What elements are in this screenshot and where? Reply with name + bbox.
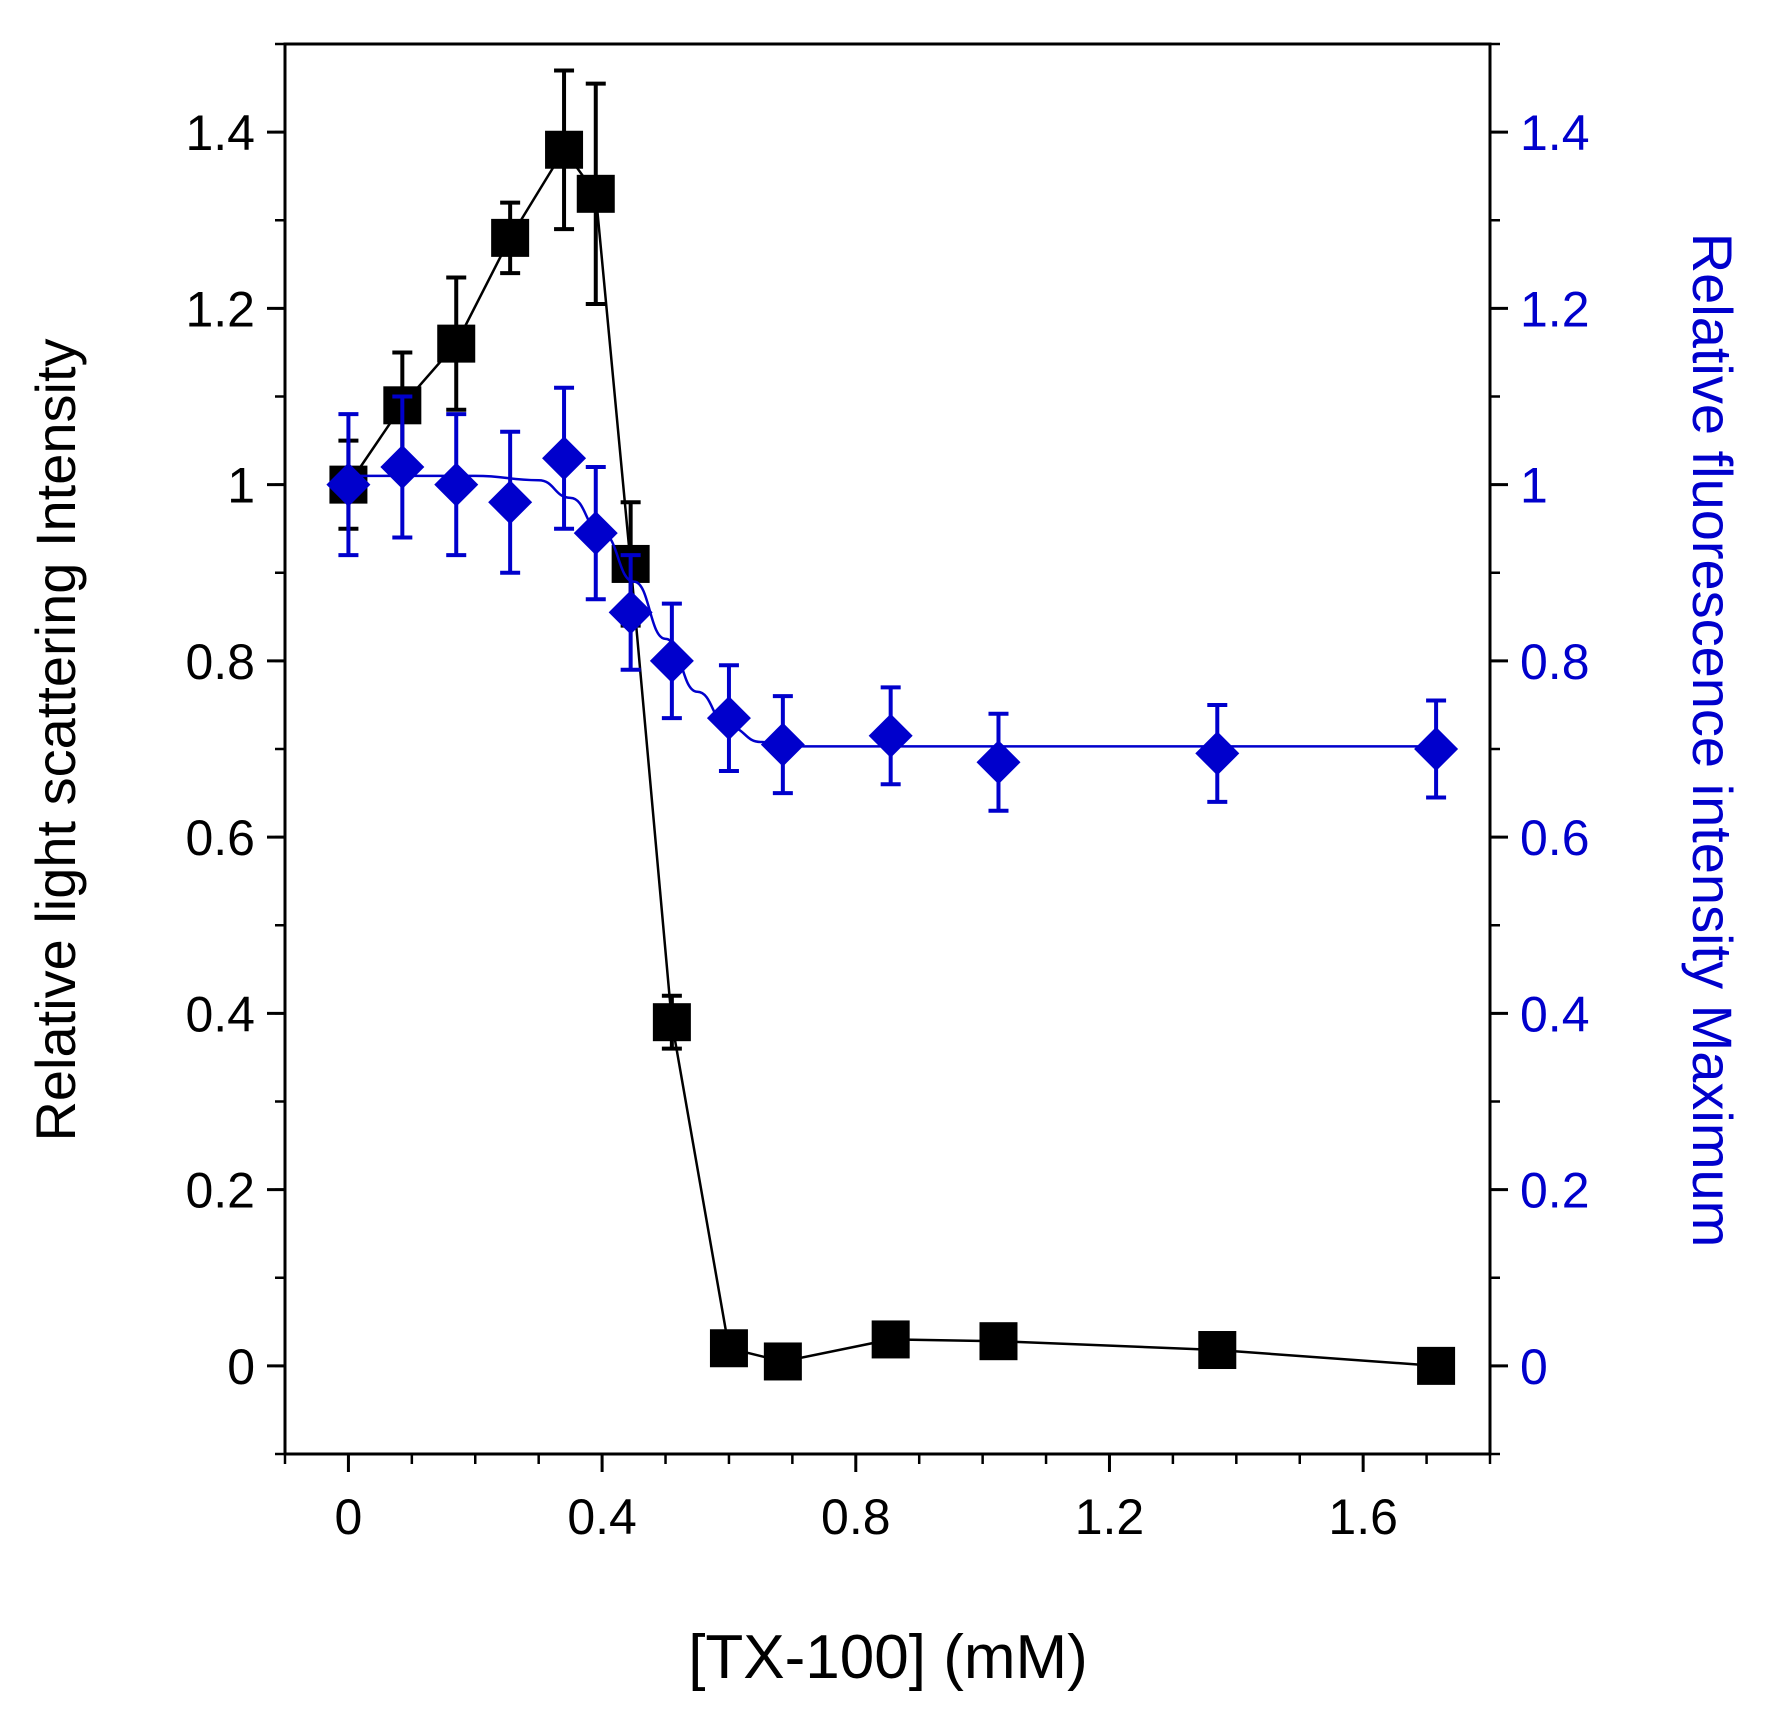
y-left-tick-label: 0.8 xyxy=(185,634,255,690)
fluorescence-point xyxy=(573,511,618,556)
scattering-point xyxy=(709,1329,748,1368)
y-right-tick-label: 0.4 xyxy=(1520,986,1590,1042)
scattering-point xyxy=(437,324,476,363)
scattering-point xyxy=(871,1320,910,1359)
x-tick-label: 0.8 xyxy=(821,1489,891,1545)
scattering-point xyxy=(763,1342,802,1381)
y-right-tick-label: 0.8 xyxy=(1520,634,1590,690)
y-left-tick-label: 1.2 xyxy=(185,281,255,337)
fluorescence-point xyxy=(542,436,587,481)
y-axis-title-left: Relative light scattering Intensity xyxy=(24,338,87,1141)
y-right-tick-label: 0.6 xyxy=(1520,810,1590,866)
fluorescence-point xyxy=(760,722,805,767)
scattering-point xyxy=(576,174,615,213)
y-left-tick-label: 0.2 xyxy=(185,1163,255,1219)
y-left-tick-label: 1 xyxy=(227,458,255,514)
y-right-tick-label: 0 xyxy=(1520,1339,1548,1395)
fluorescence-point xyxy=(1414,727,1459,771)
x-tick-label: 1.6 xyxy=(1328,1489,1398,1545)
y-left-tick-label: 0.6 xyxy=(185,810,255,866)
fluorescence-point xyxy=(649,638,694,683)
x-tick-label: 0 xyxy=(335,1489,363,1545)
x-tick-label: 1.2 xyxy=(1075,1489,1145,1545)
scattering-point xyxy=(545,130,584,169)
scattering-point xyxy=(652,1003,691,1042)
scattering-point xyxy=(1417,1346,1456,1385)
fluorescence-point xyxy=(434,462,479,507)
plot-frame xyxy=(283,42,1492,1456)
x-axis-title: [TX-100] (mM) xyxy=(688,1623,1088,1692)
fluorescence-point xyxy=(488,480,533,525)
fluorescence-point xyxy=(1195,731,1240,776)
fluorescence-point xyxy=(706,696,751,741)
y-left-tick-label: 1.4 xyxy=(185,105,255,161)
y-left-tick-label: 0 xyxy=(227,1339,255,1395)
y-axis-title-right: Relative fluorescence intensity Maximum xyxy=(1681,233,1744,1248)
scattering-point xyxy=(979,1322,1018,1361)
tick-labels: 0 0.4 0.8 1.2 1.6 0 0 0.2 0.2 0.4 0.4 0.6 0.6 0.8 0.8 1… xyxy=(185,105,1589,1545)
scattering-point xyxy=(491,218,530,257)
y-right-tick-label: 1.4 xyxy=(1520,105,1590,161)
y-right-tick-label: 1.2 xyxy=(1520,281,1590,337)
y-right-tick-label: 0.2 xyxy=(1520,1163,1590,1219)
fluorescence-point xyxy=(326,462,371,507)
y-left-tick-label: 0.4 xyxy=(185,986,255,1042)
y-right-tick-label: 1 xyxy=(1520,458,1548,514)
axis-ticks xyxy=(267,130,1508,1472)
fluorescence-series xyxy=(326,385,1459,813)
fluorescence-point xyxy=(380,445,425,489)
fluorescence-fit-curve xyxy=(348,474,1437,748)
fluorescence-point xyxy=(608,590,653,635)
x-tick-label: 0.4 xyxy=(567,1489,637,1545)
scattering-point xyxy=(1198,1331,1237,1370)
fluorescence-point xyxy=(868,713,913,758)
series-layer xyxy=(326,68,1459,1385)
fluorescence-point xyxy=(976,740,1021,785)
